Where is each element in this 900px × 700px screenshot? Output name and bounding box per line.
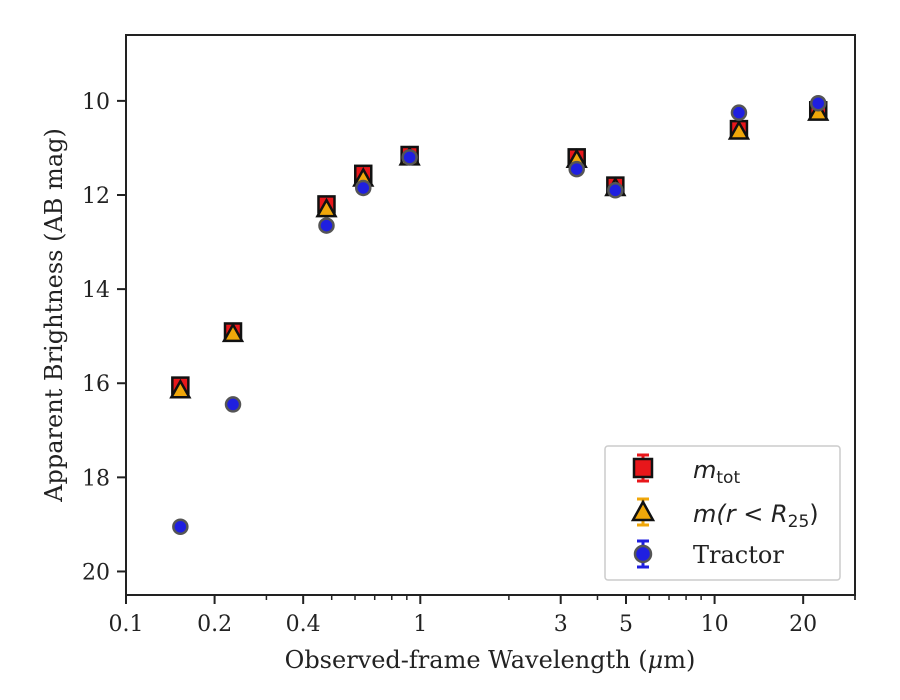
y-tick-label: 18: [82, 466, 110, 491]
legend-mr-marker: [630, 499, 656, 522]
mr-point: [169, 378, 192, 399]
legend-mtot-sub: tot: [716, 468, 740, 488]
tractor-point: [730, 104, 748, 121]
data-markers: [169, 94, 830, 536]
y-tick-label: 16: [82, 372, 110, 397]
plot-frame: [125, 34, 856, 596]
x-tick-label: 5: [619, 612, 633, 637]
tractor-point: [224, 396, 242, 413]
x-axis-title: Observed-frame Wavelength (μm): [285, 646, 696, 674]
legend: mtot m(r < R25) Tractor: [604, 445, 841, 581]
legend-item-mr: m(r < R25): [630, 497, 819, 532]
legend-tractor-label: Tractor: [693, 541, 784, 569]
legend-mtot-main: m: [693, 456, 716, 484]
tractor-point: [607, 182, 624, 199]
x-tick-label: 3: [554, 612, 568, 637]
x-tick-label: 0.1: [109, 612, 144, 637]
legend-mr-sub: 25: [788, 512, 810, 532]
legend-item-mtot: mtot: [632, 453, 740, 488]
y-tick-label: 12: [82, 184, 110, 209]
y-tick-label: 14: [82, 278, 110, 303]
tractor-point: [809, 94, 827, 112]
legend-mr-main: m(r < R: [693, 500, 788, 528]
x-axis: 0.1 0.2 0.4 1 3 5 10 20: [109, 595, 856, 637]
tractor-point: [318, 217, 335, 234]
tractor-point: [568, 160, 585, 178]
mr-point: [807, 101, 830, 121]
legend-mtot-marker: [632, 457, 654, 479]
x-tick-label: 20: [789, 612, 817, 637]
legend-box: [604, 445, 841, 581]
y-axis-title: Apparent Brightness (AB mag): [40, 128, 68, 503]
legend-tractor-marker: [633, 544, 653, 564]
x-tick-label: 1: [413, 612, 427, 637]
y-tick-label: 10: [82, 90, 110, 115]
tractor-point: [355, 179, 372, 197]
legend-mtot-label: mtot: [693, 456, 740, 488]
tractor-point: [401, 149, 418, 166]
y-axis: 10 12 14 16 18 20: [82, 90, 126, 585]
legend-mr-close: ): [809, 500, 818, 528]
y-tick-label: 20: [82, 560, 110, 585]
tractor-point: [172, 518, 189, 536]
x-axis-title-mu: μ: [648, 646, 664, 674]
x-tick-label: 0.2: [197, 612, 232, 637]
x-tick-label: 10: [701, 612, 729, 637]
x-axis-title-unit: m): [663, 646, 695, 674]
legend-item-tractor: Tractor: [633, 539, 784, 569]
x-tick-label: 0.4: [286, 612, 321, 637]
legend-mr-label: m(r < R25): [693, 500, 819, 532]
mr-point: [315, 197, 338, 218]
plot-area: [125, 34, 856, 596]
x-axis-title-text: Observed-frame Wavelength (: [285, 646, 648, 674]
mr-point: [727, 119, 751, 140]
mr-point: [221, 322, 245, 343]
